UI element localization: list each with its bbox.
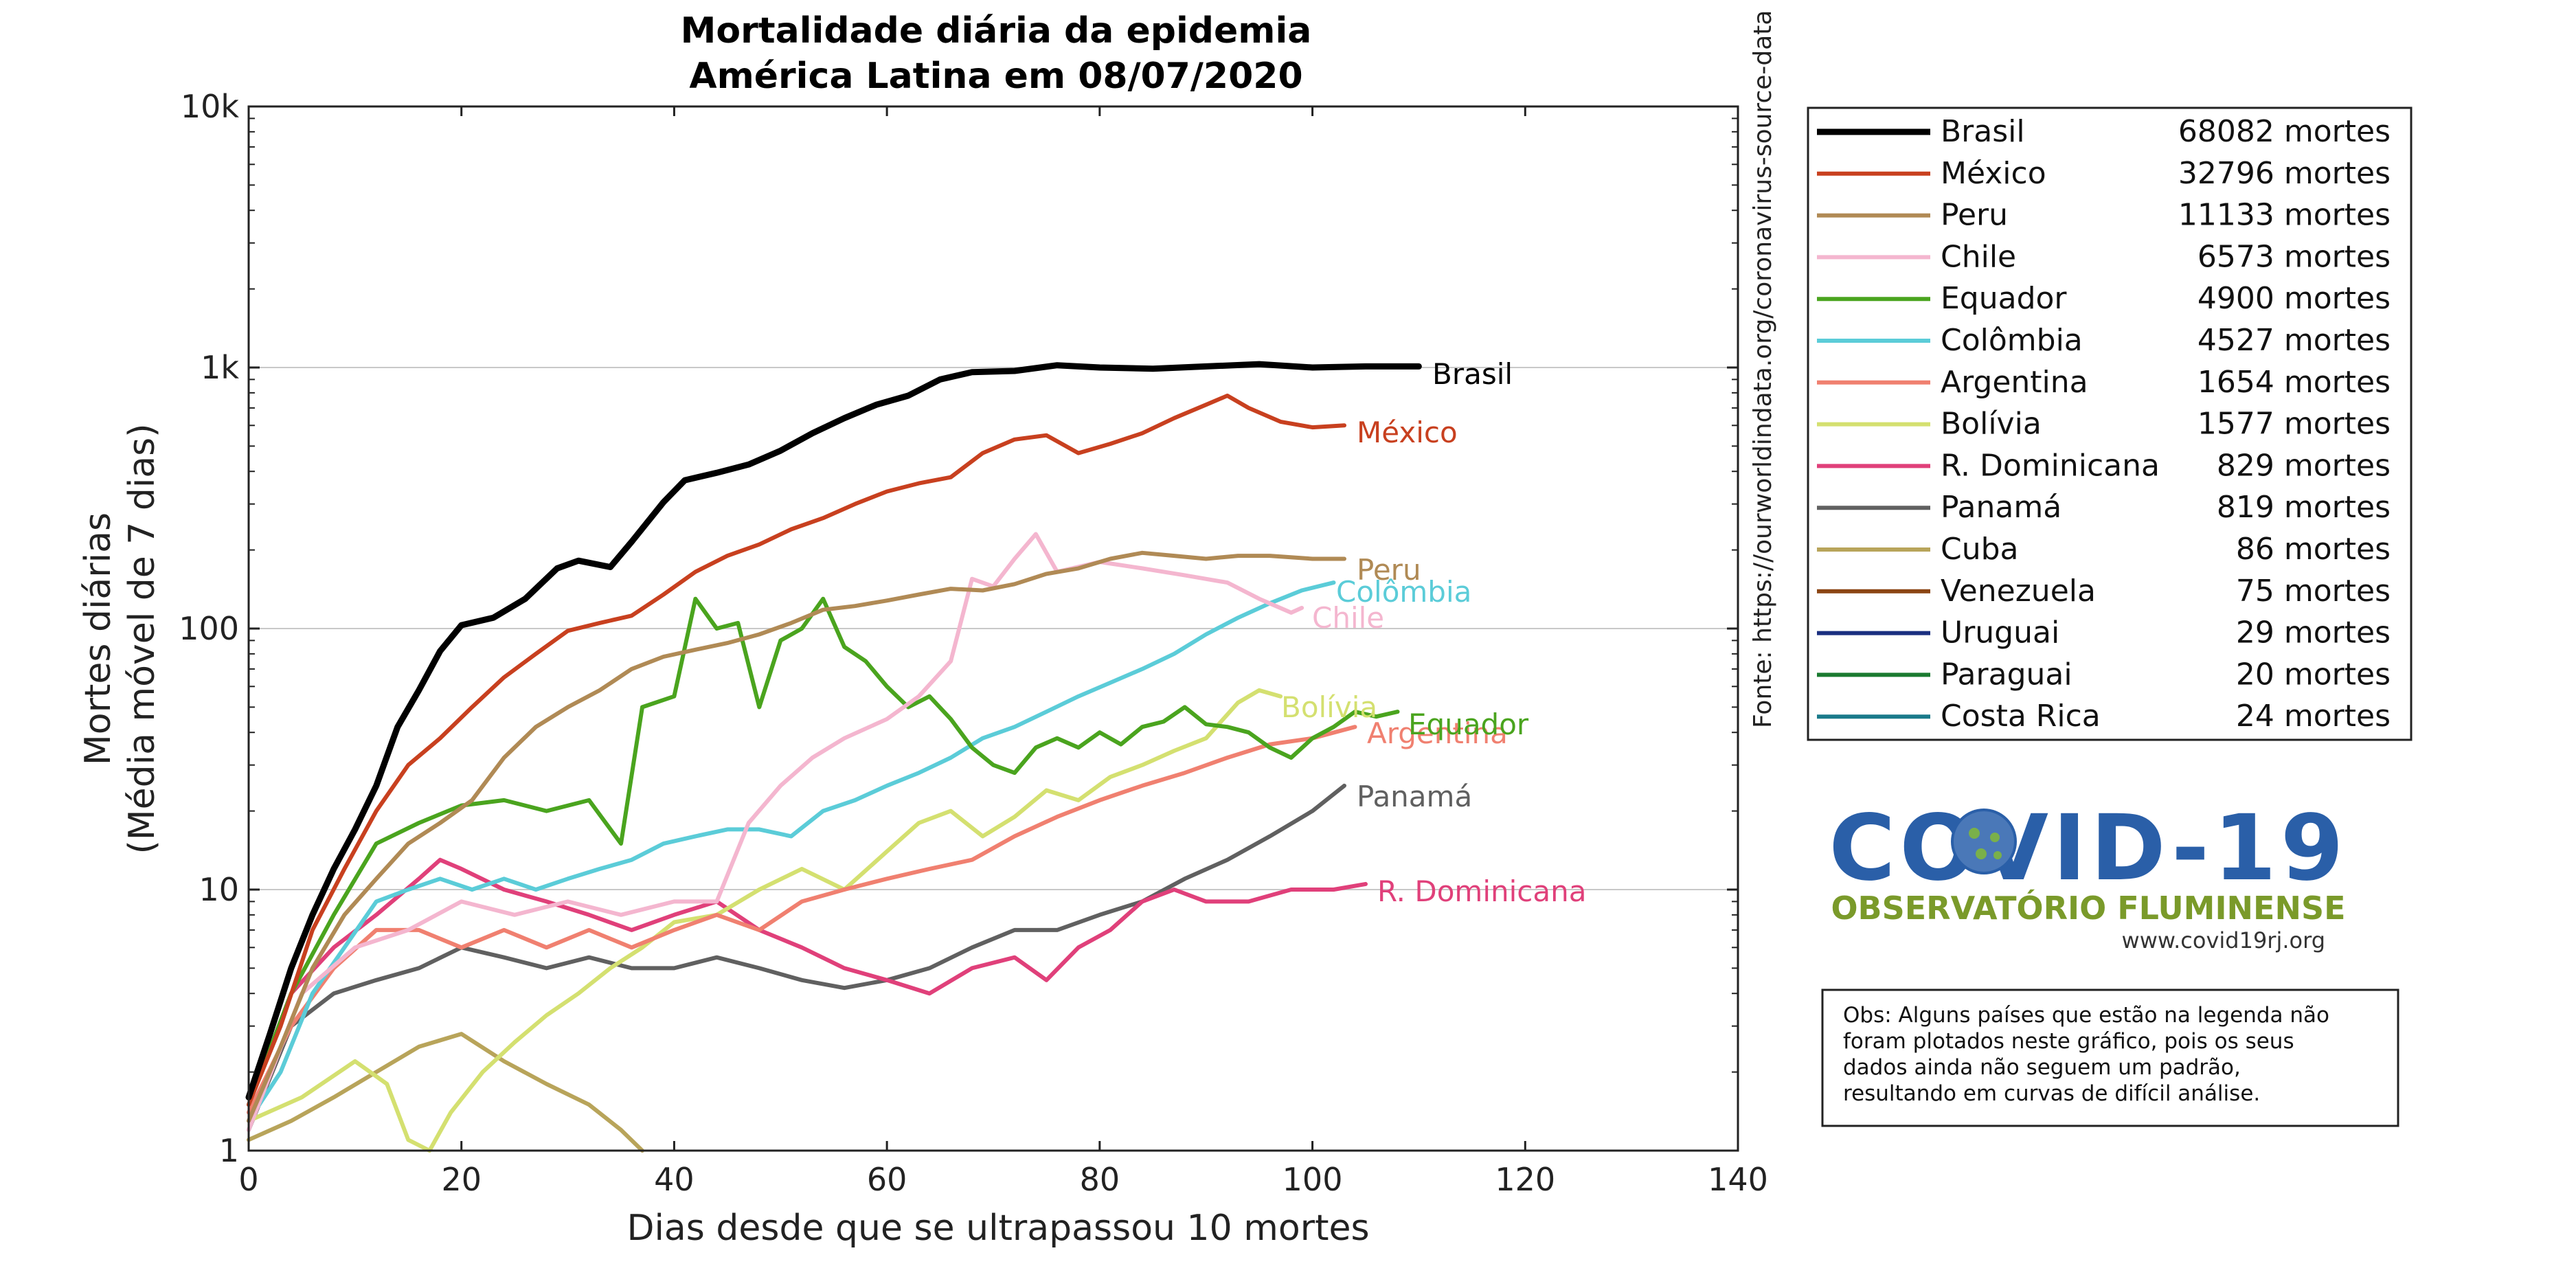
series-line-panam- <box>247 783 1346 1132</box>
legend-total-chile: 6573 mortes <box>2197 239 2391 274</box>
series-line-r-dominicana <box>247 857 1368 1107</box>
legend-name-r-dominicana: R. Dominicana <box>1941 448 2160 483</box>
legend-name-brasil: Brasil <box>1941 114 2025 149</box>
series-end-label-m-xico: México <box>1357 416 1458 449</box>
y-tick-label-4: 10k <box>181 88 240 125</box>
legend-name-uruguai: Uruguai <box>1941 615 2059 651</box>
y-axis-label-line-1: Mortes diárias <box>78 512 119 765</box>
series-line-col-mbia <box>247 580 1336 1123</box>
legend-name-bol-via: Bolívia <box>1941 407 2042 442</box>
legend-name-chile: Chile <box>1941 239 2016 274</box>
legend-total-brasil: 68082 mortes <box>2178 114 2391 149</box>
logo-title: COVID-19 <box>1829 795 2347 901</box>
series-end-label-bol-via: Bolívia <box>1281 690 1377 724</box>
x-tick-label-5: 100 <box>1283 1161 1343 1198</box>
series-line-bol-via <box>247 688 1283 1153</box>
legend-total-r-dominicana: 829 mortes <box>2217 448 2391 483</box>
series-line-brasil <box>245 361 1422 1100</box>
x-tick-label-2: 40 <box>654 1161 694 1198</box>
legend-name-venezuela: Venezuela <box>1941 574 2096 609</box>
series-end-label-brasil: Brasil <box>1432 357 1513 391</box>
note-line-2: foram plotados neste gráfico, pois os se… <box>1843 1029 2294 1054</box>
legend-total-costa-rica: 24 mortes <box>2236 699 2391 734</box>
y-tick-label-2: 100 <box>179 610 239 647</box>
legend-total-col-mbia: 4527 mortes <box>2197 323 2391 358</box>
virus-icon <box>1951 809 2017 874</box>
legend-total-argentina: 1654 mortes <box>2197 365 2391 400</box>
x-tick-label-7: 140 <box>1708 1161 1768 1198</box>
series-layer <box>245 361 1422 1153</box>
note-line-3: dados ainda não seguem um padrão, <box>1843 1055 2241 1080</box>
legend-name-m-xico: México <box>1941 156 2046 191</box>
x-tick-label-3: 60 <box>867 1161 907 1198</box>
x-axis-label: Dias desde que se ultrapassou 10 mortes <box>626 1208 1369 1249</box>
legend-total-bol-via: 1577 mortes <box>2197 407 2391 442</box>
logo-subtitle: OBSERVATÓRIO FLUMINENSE <box>1831 890 2345 927</box>
legend-name-paraguai: Paraguai <box>1941 657 2072 692</box>
legend-total-panam-: 819 mortes <box>2217 490 2391 525</box>
legend-name-cuba: Cuba <box>1941 532 2019 567</box>
source-text: Fonte: https://ourworldindata.org/corona… <box>1749 10 1777 728</box>
series-end-label-col-mbia: Colômbia <box>1336 575 1471 609</box>
chart-title-line-1: Mortalidade diária da epidemia <box>681 10 1312 52</box>
y-tick-label-1: 10 <box>199 871 239 908</box>
legend-name-equador: Equador <box>1941 281 2067 316</box>
series-end-label-peru: Peru <box>1357 553 1421 587</box>
series-line-equador <box>247 596 1400 1107</box>
series-end-label-chile: Chile <box>1312 601 1384 635</box>
legend-total-paraguai: 20 mortes <box>2236 657 2391 692</box>
x-tick-label-0: 0 <box>238 1161 258 1198</box>
legend-name-col-mbia: Colômbia <box>1941 323 2083 358</box>
chart-title-line-2: América Latina em 08/07/2020 <box>689 56 1302 97</box>
series-end-label-equador: Equador <box>1408 708 1529 741</box>
series-end-label-argentina: Argentina <box>1367 716 1508 750</box>
legend: Brasil 68082 mortes México 32796 mortes Peru… <box>1817 114 2391 734</box>
series-line-peru <box>247 550 1346 1123</box>
y-tick-label-3: 1k <box>201 349 239 386</box>
legend-total-cuba: 86 mortes <box>2236 532 2391 567</box>
x-tick-label-6: 120 <box>1495 1161 1555 1198</box>
note-line-4: resultando em curvas de difícil análise. <box>1843 1081 2260 1106</box>
legend-name-peru: Peru <box>1941 198 2008 233</box>
grid-layer <box>249 367 1738 890</box>
series-line-chile <box>247 532 1304 1132</box>
legend-name-panam-: Panamá <box>1941 490 2061 525</box>
covid-logo: COVID-19 OBSERVATÓRIO FLUMINENSE www.cov… <box>1829 795 2347 953</box>
legend-name-argentina: Argentina <box>1941 365 2088 400</box>
y-axis-label-line-2: (Média móvel de 7 dias) <box>122 423 163 854</box>
legend-total-m-xico: 32796 mortes <box>2178 156 2391 191</box>
series-end-label-panam-: Panamá <box>1357 780 1472 813</box>
series-line-cuba <box>247 1032 644 1153</box>
x-tick-label-1: 20 <box>441 1161 482 1198</box>
legend-total-venezuela: 75 mortes <box>2236 574 2391 609</box>
series-line-argentina <box>247 725 1357 1115</box>
legend-total-equador: 4900 mortes <box>2197 281 2391 316</box>
logo-url: www.covid19rj.org <box>2122 927 2325 953</box>
axes-layer: 0 20 40 60 80 100 120 140 1 10 100 1k 10k <box>179 88 1768 1198</box>
legend-total-peru: 11133 mortes <box>2178 198 2391 233</box>
x-tick-label-4: 80 <box>1080 1161 1120 1198</box>
note-box <box>1821 988 2399 1127</box>
series-end-label-r-dominicana: R. Dominicana <box>1377 874 1586 908</box>
legend-total-uruguai: 29 mortes <box>2236 615 2391 651</box>
legend-name-costa-rica: Costa Rica <box>1941 699 2101 734</box>
series-line-m-xico <box>247 394 1346 1107</box>
note-line-1: Obs: Alguns países que estão na legenda … <box>1843 1003 2329 1028</box>
y-tick-label-0: 1 <box>219 1132 239 1169</box>
